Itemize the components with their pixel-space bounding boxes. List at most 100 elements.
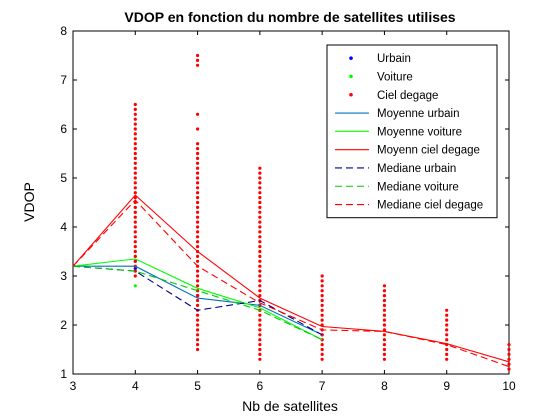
- point-ciel-degage: [133, 102, 137, 107]
- point-ciel-degage: [382, 284, 387, 288]
- point-ciel-degage: [320, 289, 324, 293]
- point-ciel-degage: [382, 313, 387, 317]
- point-ciel-degage: [195, 284, 200, 288]
- point-ciel-degage: [445, 328, 449, 332]
- point-ciel-degage: [382, 294, 387, 298]
- y-tick-label: 5: [60, 171, 67, 185]
- point-ciel-degage: [320, 347, 324, 352]
- point-ciel-degage: [507, 367, 511, 371]
- point-ciel-degage: [195, 161, 200, 165]
- point-ciel-degage: [195, 240, 200, 244]
- point-ciel-degage: [133, 254, 137, 258]
- point-ciel-degage: [195, 53, 200, 58]
- point-ciel-degage: [320, 318, 324, 322]
- point-ciel-degage: [133, 220, 137, 224]
- point-ciel-degage: [507, 347, 511, 352]
- x-tick-label: 6: [257, 379, 264, 393]
- point-ciel-degage: [258, 313, 262, 317]
- point-ciel-degage: [195, 215, 200, 219]
- plot-frame: [72, 30, 510, 375]
- y-tick-label: 4: [60, 220, 67, 234]
- legend: Urbain Voiture Ciel degage Moyenne urbain Mo…: [326, 44, 498, 219]
- point-ciel-degage: [382, 298, 387, 303]
- point-ciel-degage: [133, 132, 137, 136]
- point-ciel-degage: [258, 215, 262, 219]
- chart-title: VDOP en fonction du nombre de satellites…: [124, 9, 455, 25]
- point-ciel-degage: [133, 186, 137, 190]
- point-ciel-degage: [133, 259, 137, 263]
- point-ciel-degage: [258, 333, 262, 337]
- y-tick-label: 3: [60, 269, 67, 283]
- point-ciel-degage: [382, 338, 387, 342]
- point-ciel-degage: [320, 279, 324, 283]
- point-ciel-degage: [195, 142, 200, 146]
- point-ciel-degage: [320, 357, 324, 361]
- point-ciel-degage: [507, 362, 511, 366]
- point-ciel-degage: [133, 269, 137, 273]
- point-ciel-degage: [195, 294, 200, 298]
- point-ciel-degage: [258, 181, 262, 185]
- point-ciel-degage: [195, 347, 200, 352]
- point-ciel-degage: [258, 191, 262, 195]
- legend-label-mediane-urbain: Mediane urbain: [377, 163, 456, 175]
- point-ciel-degage: [382, 289, 387, 293]
- point-ciel-degage: [258, 200, 262, 205]
- point-ciel-degage: [195, 230, 200, 234]
- point-ciel-degage: [195, 210, 200, 214]
- point-ciel-degage: [258, 225, 262, 229]
- point-ciel-degage: [195, 313, 200, 317]
- point-ciel-degage: [258, 259, 262, 263]
- point-ciel-degage: [133, 166, 137, 170]
- y-tick-label: 7: [60, 73, 67, 87]
- point-ciel-degage: [195, 245, 200, 249]
- point-ciel-degage: [195, 328, 200, 332]
- point-ciel-degage: [320, 284, 324, 288]
- point-ciel-degage: [258, 176, 262, 180]
- point-ciel-degage: [445, 308, 449, 312]
- point-ciel-degage: [258, 220, 262, 224]
- point-ciel-degage: [258, 254, 262, 258]
- point-ciel-degage: [133, 117, 137, 121]
- point-ciel-degage: [258, 269, 262, 273]
- point-ciel-degage: [195, 274, 200, 278]
- x-tick-label: 4: [132, 379, 139, 393]
- point-ciel-degage: [133, 176, 137, 180]
- point-ciel-degage: [507, 352, 511, 356]
- point-ciel-degage: [320, 343, 324, 347]
- point-ciel-degage: [133, 215, 137, 219]
- point-ciel-degage: [195, 63, 200, 67]
- point-ciel-degage: [195, 269, 200, 273]
- point-ciel-degage: [195, 151, 200, 156]
- point-ciel-degage: [133, 122, 137, 126]
- point-ciel-degage: [507, 343, 511, 347]
- y-axis-label: VDOP: [21, 182, 37, 222]
- point-ciel-degage: [258, 186, 262, 190]
- point-ciel-degage: [382, 318, 387, 322]
- point-ciel-degage: [258, 166, 262, 170]
- point-ciel-degage: [382, 347, 387, 352]
- point-ciel-degage: [133, 151, 137, 156]
- point-ciel-degage: [258, 196, 262, 200]
- point-ciel-degage: [133, 235, 137, 239]
- point-ciel-degage: [320, 313, 324, 317]
- point-ciel-degage: [133, 127, 137, 131]
- point-ciel-degage: [133, 142, 137, 146]
- point-ciel-degage: [133, 171, 137, 175]
- point-ciel-degage: [382, 352, 387, 356]
- point-ciel-degage: [258, 294, 262, 298]
- legend-label-moyenne-urbain: Moyenne urbain: [377, 108, 459, 120]
- point-ciel-degage: [195, 303, 200, 307]
- point-ciel-degage: [382, 303, 387, 307]
- point-ciel-degage: [445, 347, 449, 352]
- point-urbain: [133, 267, 137, 271]
- legend-label-moyenne-voiture: Moyenne voiture: [377, 126, 462, 138]
- point-ciel-degage: [258, 318, 262, 322]
- legend-marker-ciel-degage: [349, 92, 353, 97]
- point-ciel-degage: [258, 323, 262, 327]
- point-ciel-degage: [133, 274, 137, 278]
- point-ciel-degage: [195, 225, 200, 229]
- point-ciel-degage: [258, 343, 262, 347]
- point-ciel-degage: [320, 294, 324, 298]
- point-ciel-degage: [382, 328, 387, 332]
- point-ciel-degage: [195, 279, 200, 283]
